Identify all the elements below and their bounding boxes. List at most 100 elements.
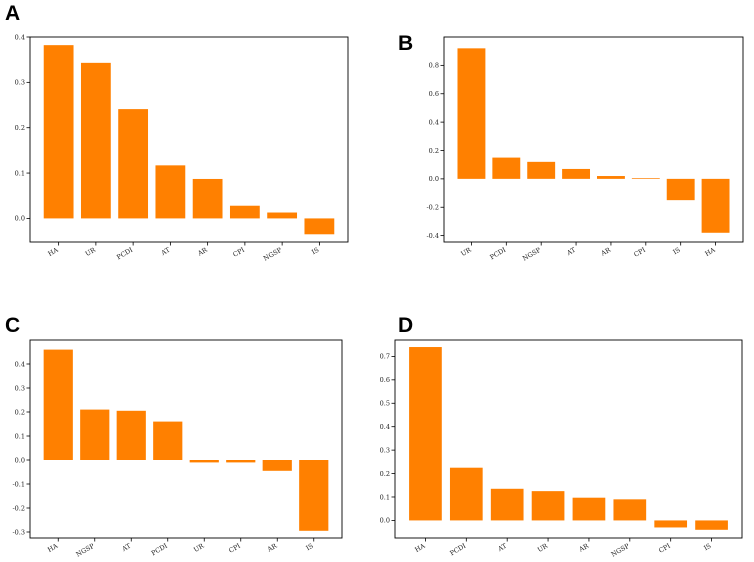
ytick-label: 0.6 (429, 90, 439, 98)
xtick-label: PCDI (150, 542, 169, 558)
ytick-label: -0.4 (426, 232, 439, 240)
bar-a-at (155, 165, 186, 219)
bar-b-ngsp (527, 161, 556, 179)
bar-d-at (490, 488, 524, 521)
ytick-label: 0.2 (15, 124, 25, 132)
chart-panel-a: 0.0 0.1 0.2 0.3 0.4 HA UR PCDI AT AR CPI NGSP IS (15, 33, 349, 263)
xtick-label: AT (159, 245, 172, 257)
xtick-label: NGSP (75, 541, 97, 558)
ytick-label: 0.0 (429, 175, 439, 183)
ytick-label: -0.1 (12, 480, 25, 488)
ytick-label: -0.2 (426, 204, 439, 212)
bar-a-pcdi (118, 109, 149, 219)
xtick-label: IS (305, 542, 315, 552)
bar-a-cpi (229, 205, 260, 219)
ytick-label: 0.2 (429, 147, 439, 155)
xtick-label: AT (496, 541, 509, 553)
panel-label-c: C (5, 314, 21, 337)
xtick-label: PCDI (488, 246, 507, 262)
xtick-label: AT (120, 541, 133, 553)
bar-a-ha (43, 45, 74, 219)
ytick-label: 0.7 (380, 353, 390, 361)
bar-c-at (116, 410, 146, 460)
ytick-label: 0.0 (15, 456, 25, 464)
ytick-label: 0.4 (15, 33, 25, 41)
bar-d-ha (409, 347, 442, 521)
xtick-label: UR (84, 245, 98, 258)
ytick-label: 0.3 (15, 384, 25, 392)
bar-c-pcdi (153, 421, 183, 460)
ytick-label: 0.1 (380, 493, 390, 501)
xtick-label: IS (702, 542, 712, 552)
panel-label-b: B (398, 32, 414, 55)
bar-c-is (299, 460, 329, 531)
xtick-label: HA (46, 542, 59, 554)
bar-d-cpi (654, 520, 688, 528)
ytick-label: 0.4 (380, 423, 390, 431)
xtick-label: CPI (657, 542, 672, 555)
xtick-label: UR (192, 541, 206, 554)
bar-d-ar (572, 497, 606, 521)
xtick-label: IS (672, 246, 682, 256)
xtick-label: UR (536, 541, 550, 554)
bar-b-ur (457, 48, 486, 179)
xtick-label: AR (265, 541, 279, 554)
bar-c-ur (189, 460, 219, 463)
bar-b-ha (701, 178, 730, 233)
ytick-label: 0.3 (15, 79, 25, 87)
bar-a-ur (80, 62, 111, 219)
ytick-label: 0.1 (15, 169, 25, 177)
ytick-label: 0.3 (380, 446, 390, 454)
bar-d-pcdi (449, 467, 483, 521)
ytick-label: 0.2 (15, 408, 25, 416)
ytick-label: 0.0 (15, 215, 25, 223)
ytick-label: 0.4 (15, 360, 25, 368)
axes-frame (29, 36, 349, 243)
bar-c-cpi (226, 460, 256, 463)
ytick-label: -0.3 (12, 528, 25, 536)
panel-label-d: D (398, 314, 414, 337)
bar-a-is (304, 218, 335, 235)
xtick-label: UR (459, 245, 473, 258)
xtick-label: HA (47, 246, 60, 258)
bar-c-ar (262, 460, 292, 471)
chart-panel-d: 0.0 0.1 0.2 0.3 0.4 0.5 0.6 0.7 HA PCDI AT UR AR NGSP… (380, 339, 743, 559)
axes-frame (394, 339, 743, 539)
ytick-label: 0.4 (429, 118, 439, 126)
bar-b-at (562, 168, 591, 179)
xtick-label: IS (310, 246, 320, 256)
bar-c-ha (43, 349, 73, 460)
xtick-label: CPI (632, 246, 647, 259)
xtick-label: CPI (227, 542, 242, 555)
xtick-label: NGSP (521, 245, 543, 262)
bar-d-ur (531, 491, 565, 521)
ytick-label: -0.2 (12, 504, 25, 512)
xtick-label: NGSP (262, 245, 284, 262)
axes-frame (443, 36, 744, 243)
bar-a-ar (192, 178, 223, 219)
xtick-label: AR (195, 245, 209, 258)
panel-label-a: A (5, 2, 21, 25)
bar-c-ngsp (80, 409, 110, 460)
chart-panel-b: -0.4 -0.2 0.0 0.2 0.4 0.6 0.8 UR PCDI NGSP AT AR CPI… (426, 36, 744, 263)
xtick-label: AR (577, 541, 591, 554)
ytick-label: 0.2 (380, 470, 390, 478)
ytick-label: 0.8 (429, 62, 439, 70)
axes-frame (29, 339, 343, 539)
bar-b-ar (596, 176, 625, 179)
xtick-label: NGSP (610, 541, 632, 558)
ytick-label: 0.0 (380, 517, 390, 525)
xtick-label: HA (413, 542, 426, 554)
chart-panel-c: -0.3 -0.2 -0.1 0.0 0.1 0.2 0.3 0.4 HA NGSP AT PCDI U… (12, 339, 343, 559)
ytick-label: 0.6 (380, 376, 390, 384)
bar-d-is (695, 520, 728, 530)
bar-d-ngsp (613, 499, 647, 521)
xtick-label: AT (565, 245, 578, 257)
bar-b-cpi (631, 178, 660, 179)
bar-b-is (666, 178, 695, 201)
xtick-label: AR (599, 245, 613, 258)
xtick-label: HA (704, 246, 717, 258)
ytick-label: 0.1 (15, 432, 25, 440)
xtick-label: CPI (232, 246, 247, 259)
